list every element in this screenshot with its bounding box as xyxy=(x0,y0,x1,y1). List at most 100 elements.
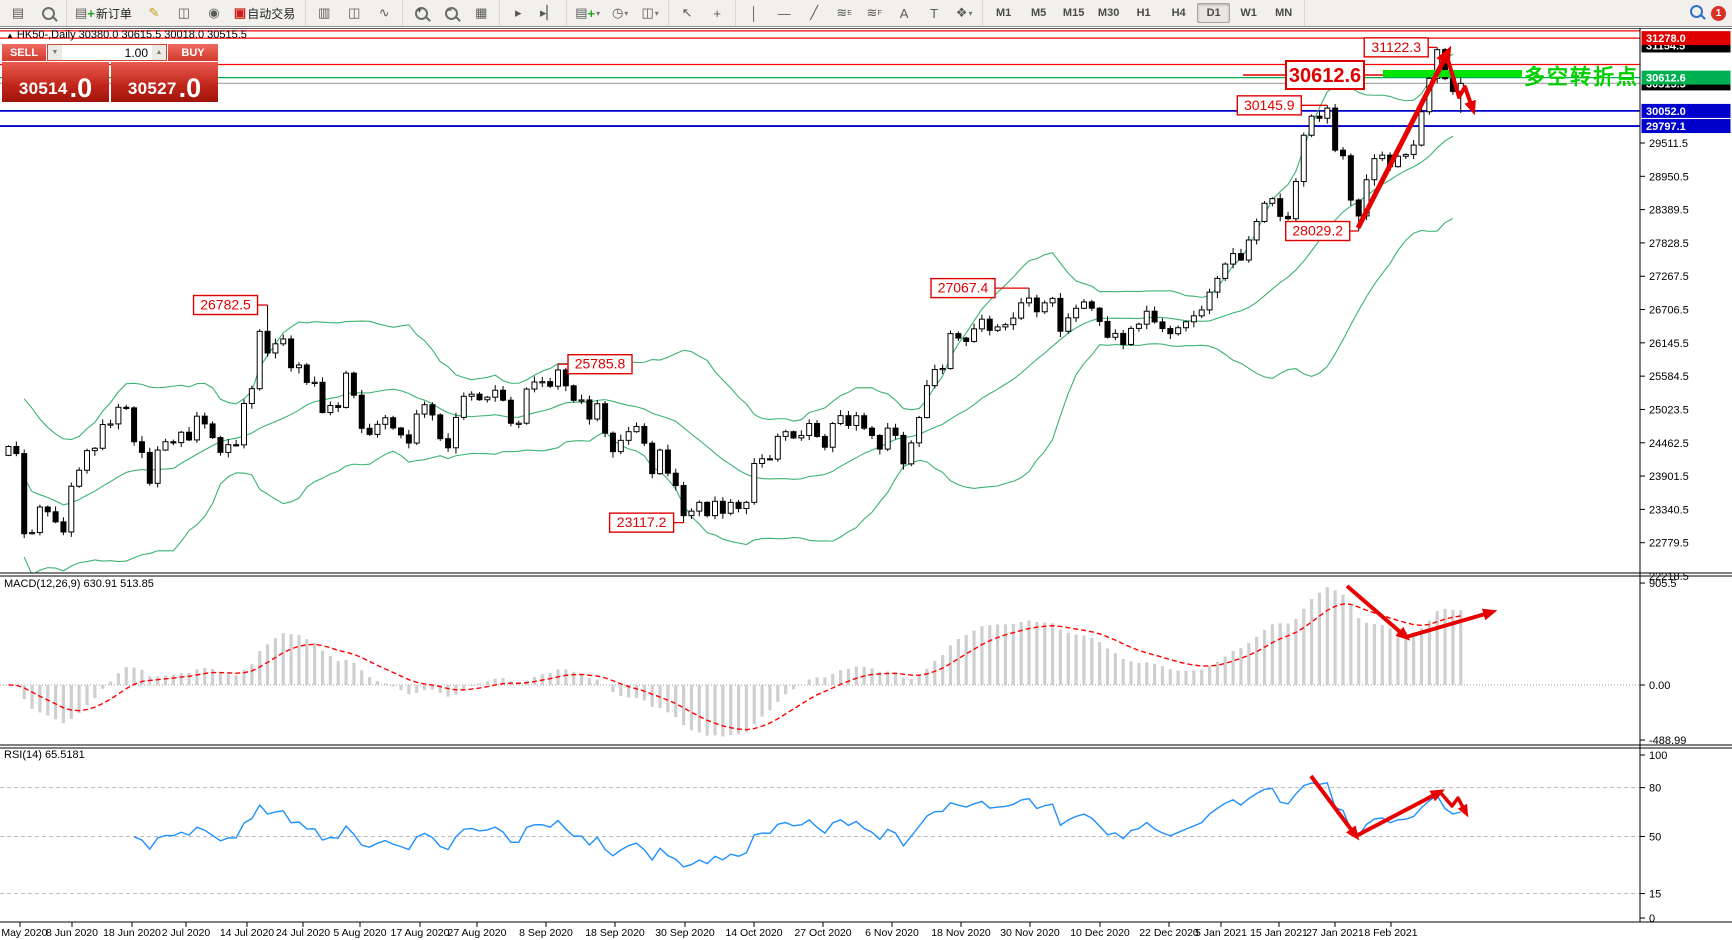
navigator-search-icon[interactable] xyxy=(34,2,62,24)
signals-icon[interactable]: ◉ xyxy=(208,5,220,20)
candle-body xyxy=(1206,291,1213,311)
candle-body xyxy=(193,415,200,441)
candle-body xyxy=(547,381,554,387)
candle-body xyxy=(154,449,161,484)
candle-body xyxy=(1049,297,1056,304)
candle-body xyxy=(460,395,467,418)
candle-body xyxy=(1214,277,1221,293)
timeframe-H4[interactable]: H4 xyxy=(1171,7,1186,19)
tile-windows-icon[interactable]: ▦ xyxy=(475,5,488,20)
candle-body xyxy=(256,330,263,390)
zoom-out-icon[interactable]: − xyxy=(437,2,465,24)
svg-text:28029.2: 28029.2 xyxy=(1292,223,1343,239)
candle-body xyxy=(986,318,993,331)
sell-price-button[interactable]: 30514.0 xyxy=(2,62,109,102)
auto-scroll-icon[interactable]: ▸ xyxy=(514,5,522,20)
date-label: 18 Nov 2020 xyxy=(931,927,991,939)
candle-body xyxy=(1120,332,1127,345)
svg-text:30612.6: 30612.6 xyxy=(1289,65,1361,87)
publish-chart-icon[interactable]: ◫ xyxy=(177,5,191,20)
timeframe-M15[interactable]: M15 xyxy=(1062,7,1085,19)
crosshair-icon[interactable]: + xyxy=(713,5,721,21)
candle-body xyxy=(21,453,28,535)
candle-body xyxy=(327,405,334,414)
timeframe-W1[interactable]: W1 xyxy=(1240,7,1257,19)
timeframe-MN[interactable]: MN xyxy=(1275,7,1293,19)
timeframe-H1[interactable]: H1 xyxy=(1136,7,1151,19)
price-axis[interactable]: 29511.5 28950.5 28389.5 27828.5 27267.5 26706… xyxy=(1640,31,1731,925)
svg-text:25023.5: 25023.5 xyxy=(1649,404,1689,416)
svg-text:30612.6: 30612.6 xyxy=(1646,73,1686,85)
horizontal-line-icon[interactable]: — xyxy=(777,5,791,21)
candle-body xyxy=(1230,253,1237,265)
candle-body xyxy=(837,415,844,425)
text-label-icon[interactable]: T xyxy=(930,5,939,21)
key-level-label: 30612.6 xyxy=(1243,60,1383,90)
trend-arrow xyxy=(1345,584,1411,641)
equidistant-channel-icon[interactable]: ≋ E xyxy=(836,5,852,20)
candlestick-chart-icon[interactable]: ◫ xyxy=(348,5,361,20)
candle-body xyxy=(947,333,954,370)
candle-body xyxy=(743,501,750,510)
candle-body xyxy=(29,532,36,535)
market-watch-icon[interactable]: ▤ xyxy=(11,5,25,20)
candle-body xyxy=(1355,199,1362,217)
candle-body xyxy=(241,402,247,446)
timeframe-M5[interactable]: M5 xyxy=(1030,7,1047,19)
price-label-box xyxy=(192,294,259,316)
styler-icon[interactable]: ✎ xyxy=(148,5,160,20)
notifications-icon[interactable]: 1 xyxy=(1711,5,1726,21)
arrows-icon[interactable]: ❖ ▾ xyxy=(955,5,973,20)
candle-body xyxy=(680,485,687,517)
sell-button[interactable]: SELL xyxy=(2,44,46,61)
candle-body xyxy=(751,463,758,503)
timeframe-D1[interactable]: D1 xyxy=(1197,3,1231,23)
volume-up-button[interactable]: ▲ xyxy=(152,45,166,60)
candle-body xyxy=(233,444,240,447)
bar-chart-icon[interactable]: ▥ xyxy=(318,5,331,20)
svg-text:22218.5: 22218.5 xyxy=(1649,571,1689,583)
candle-body xyxy=(437,414,444,440)
candle-body xyxy=(641,425,648,444)
auto-trading-button[interactable]: ▣ 自动交易 xyxy=(233,5,296,21)
periods-icon[interactable]: ◷ ▾ xyxy=(611,5,629,20)
candle-body xyxy=(1128,327,1135,345)
price-callout-labels: 26782.5 25785.8 23117.2 27067.4 30145.9 28029… xyxy=(192,37,1438,533)
volume-down-button[interactable]: ▼ xyxy=(48,45,62,60)
timeframe-M30[interactable]: M30 xyxy=(1097,7,1120,19)
candle-body xyxy=(382,417,389,425)
buy-price-button[interactable]: 30527.0 xyxy=(111,62,218,102)
line-chart-icon[interactable]: ∿ xyxy=(378,5,390,20)
date-label: 8 Sep 2020 xyxy=(519,927,573,939)
candle-body xyxy=(1269,198,1276,204)
candle-body xyxy=(225,444,232,453)
cursor-icon[interactable]: ↖ xyxy=(681,5,693,20)
zoom-in-icon[interactable]: + xyxy=(407,2,435,24)
indicators-icon[interactable]: ▤ + ▾ xyxy=(575,5,601,21)
date-label: 14 Oct 2020 xyxy=(725,927,782,939)
fibonacci-icon[interactable]: ≋ F xyxy=(866,5,882,20)
candle-body xyxy=(162,441,169,451)
candle-body xyxy=(1159,321,1166,330)
buy-button[interactable]: BUY xyxy=(168,44,218,61)
chart-shift-icon[interactable]: ▸▏ xyxy=(539,5,557,20)
candle-body xyxy=(727,501,734,514)
candle-body xyxy=(123,406,130,409)
volume-input[interactable]: 1.00 xyxy=(124,45,148,60)
vertical-line-icon[interactable]: │ xyxy=(750,5,759,21)
search-icon[interactable] xyxy=(1690,5,1703,21)
timeframe-M1[interactable]: M1 xyxy=(995,7,1012,19)
candle-body xyxy=(1002,324,1009,328)
trendline-icon[interactable]: ╱ xyxy=(810,5,819,20)
candle-body xyxy=(1402,153,1409,157)
new-order-button[interactable]: ▤ + 新订单 xyxy=(75,5,132,21)
text-icon[interactable]: A xyxy=(899,5,909,21)
candle-body xyxy=(578,399,585,402)
trend-arrows xyxy=(1309,45,1498,841)
date-label: 7 May 2020 xyxy=(0,927,48,939)
candle-body xyxy=(146,451,153,484)
templates-icon[interactable]: ◫ ▾ xyxy=(641,5,659,20)
svg-text:0.00: 0.00 xyxy=(1649,680,1670,692)
